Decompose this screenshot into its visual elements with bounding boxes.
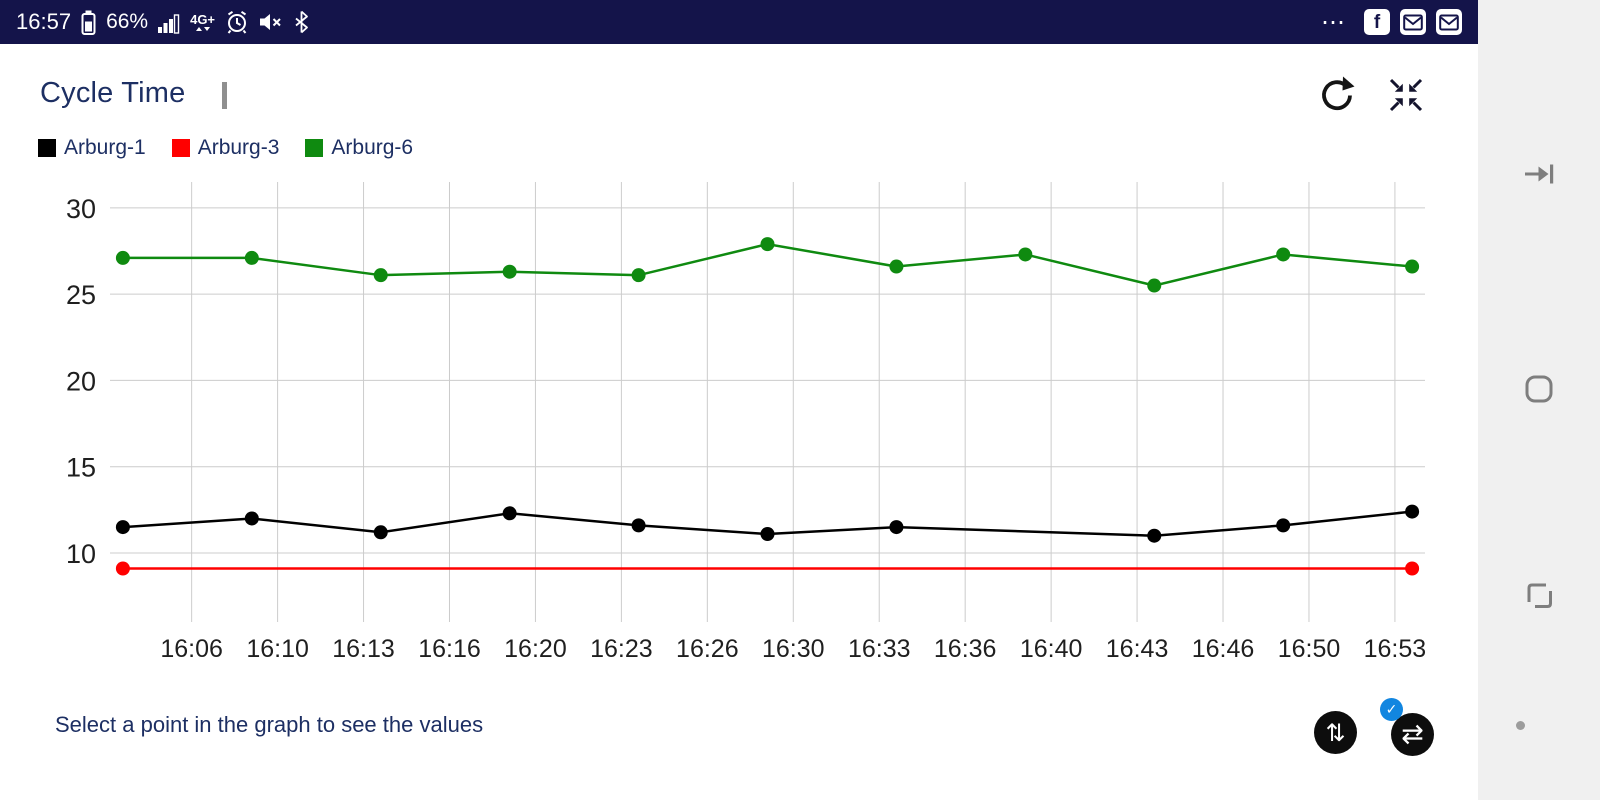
legend-swatch [305, 139, 324, 157]
page-title: Cycle Time [40, 77, 186, 109]
x-axis-label: 16:30 [762, 635, 825, 663]
data-point-Arburg-1[interactable] [760, 527, 775, 541]
y-axis-label: 10 [66, 539, 96, 569]
alarm-icon [227, 10, 247, 34]
main-content: Cycle Time [0, 44, 1478, 800]
swap-horizontal-button[interactable]: ⇄ [1391, 713, 1434, 756]
data-point-Arburg-6[interactable] [115, 250, 130, 265]
network-type-label: 4G+ [190, 12, 216, 27]
bluetooth-icon [295, 10, 308, 34]
legend-item-Arburg-6[interactable]: Arburg-6 [305, 136, 413, 160]
data-point-Arburg-1[interactable] [631, 518, 646, 533]
x-axis-label: 16:16 [418, 635, 481, 663]
data-point-Arburg-6[interactable] [1276, 247, 1291, 262]
nav-hide-handle-dot[interactable] [1516, 721, 1525, 730]
y-axis-label: 15 [66, 453, 96, 483]
home-button-icon[interactable] [1524, 374, 1554, 404]
data-activity-arrows [195, 27, 210, 31]
data-point-Arburg-3[interactable] [1405, 561, 1420, 576]
x-axis-label: 16:46 [1192, 635, 1255, 663]
notification-overflow-icon: ⋯ [1321, 8, 1346, 36]
data-point-Arburg-6[interactable] [889, 259, 904, 274]
y-axis-label: 25 [66, 280, 96, 310]
refresh-icon [1322, 76, 1355, 111]
series-line-Arburg-1 [122, 510, 1413, 537]
battery-icon [81, 10, 96, 35]
data-point-Arburg-6[interactable] [760, 237, 775, 252]
facebook-notification-icon: f [1364, 9, 1390, 35]
x-axis-label: 16:10 [246, 635, 309, 663]
x-axis-label: 16:40 [1020, 635, 1083, 663]
refresh-button[interactable] [1317, 75, 1357, 115]
check-icon: ✓ [1385, 701, 1398, 718]
data-point-Arburg-6[interactable] [1405, 259, 1420, 274]
data-point-Arburg-6[interactable] [1147, 278, 1162, 293]
collapse-arrows-icon [1389, 78, 1423, 112]
x-axis-label: 16:50 [1278, 635, 1341, 663]
mail-notification-icon [1400, 9, 1426, 35]
legend-item-Arburg-3[interactable]: Arburg-3 [171, 136, 280, 160]
x-axis-label: 16:33 [848, 635, 911, 663]
selection-hint-text: Select a point in the graph to see the v… [55, 712, 484, 737]
x-axis-label: 16:20 [504, 635, 567, 663]
cycle-time-chart[interactable]: 16:06 16:10 16:13 16:16 16:20 16:23 16:26 16:30… [0, 170, 1478, 675]
x-axis-label: 16:13 [332, 635, 395, 663]
data-point-Arburg-1[interactable] [502, 506, 517, 521]
x-axis-label: 16:53 [1364, 635, 1427, 663]
mute-icon [260, 14, 281, 30]
data-point-Arburg-1[interactable] [244, 511, 259, 526]
data-point-Arburg-6[interactable] [631, 268, 646, 283]
swap-vertical-button[interactable]: ⇅ [1314, 711, 1357, 754]
network-type-indicator: 4G+ [190, 13, 215, 31]
y-axis-label: 30 [66, 194, 96, 224]
x-axis-label: 16:26 [676, 635, 739, 663]
data-point-Arburg-6[interactable] [244, 250, 259, 265]
legend-label: Arburg-1 [64, 136, 146, 159]
legend-item-Arburg-1[interactable]: Arburg-1 [38, 136, 146, 160]
data-point-Arburg-1[interactable] [115, 520, 130, 535]
data-point-Arburg-1[interactable] [1147, 528, 1162, 543]
data-point-Arburg-6[interactable] [1018, 247, 1033, 262]
x-axis-label: 16:06 [160, 635, 223, 663]
x-axis-label: 16:23 [590, 635, 653, 663]
legend-swatch [38, 139, 56, 157]
data-point-Arburg-1[interactable] [373, 525, 388, 540]
android-nav-bar [1478, 0, 1600, 800]
signal-strength-icon [158, 13, 180, 34]
swap-horizontal-icon: ⇄ [1401, 719, 1424, 750]
battery-percent: 66% [106, 10, 149, 33]
data-point-Arburg-1[interactable] [889, 520, 904, 535]
clock: 16:57 [16, 9, 72, 34]
legend-label: Arburg-3 [197, 136, 280, 159]
check-badge: ✓ [1380, 698, 1403, 721]
chart-legend: Arburg-1 Arburg-3 Arburg-6 [38, 136, 413, 160]
data-point-Arburg-1[interactable] [1405, 504, 1420, 519]
recents-button-icon[interactable] [1522, 578, 1556, 612]
swap-vertical-icon: ⇅ [1325, 718, 1346, 747]
data-point-Arburg-3[interactable] [115, 561, 130, 576]
collapse-button[interactable] [1388, 77, 1424, 113]
data-point-Arburg-1[interactable] [1276, 518, 1291, 533]
x-axis-label: 16:43 [1106, 635, 1169, 663]
status-bar-right: ⋯ f [1321, 8, 1462, 37]
back-button-icon[interactable] [1522, 157, 1556, 191]
mail-notification-icon-2 [1436, 9, 1462, 35]
y-axis-label: 20 [66, 366, 96, 396]
data-point-Arburg-6[interactable] [502, 264, 517, 279]
status-bar: 16:57 66% 4G+ [0, 0, 1478, 44]
data-point-Arburg-6[interactable] [373, 268, 388, 283]
legend-swatch [171, 139, 190, 157]
legend-label: Arburg-6 [331, 136, 414, 159]
status-bar-left: 16:57 66% 4G+ [16, 9, 310, 35]
x-axis-label: 16:36 [934, 635, 997, 663]
title-cursor [222, 82, 227, 109]
